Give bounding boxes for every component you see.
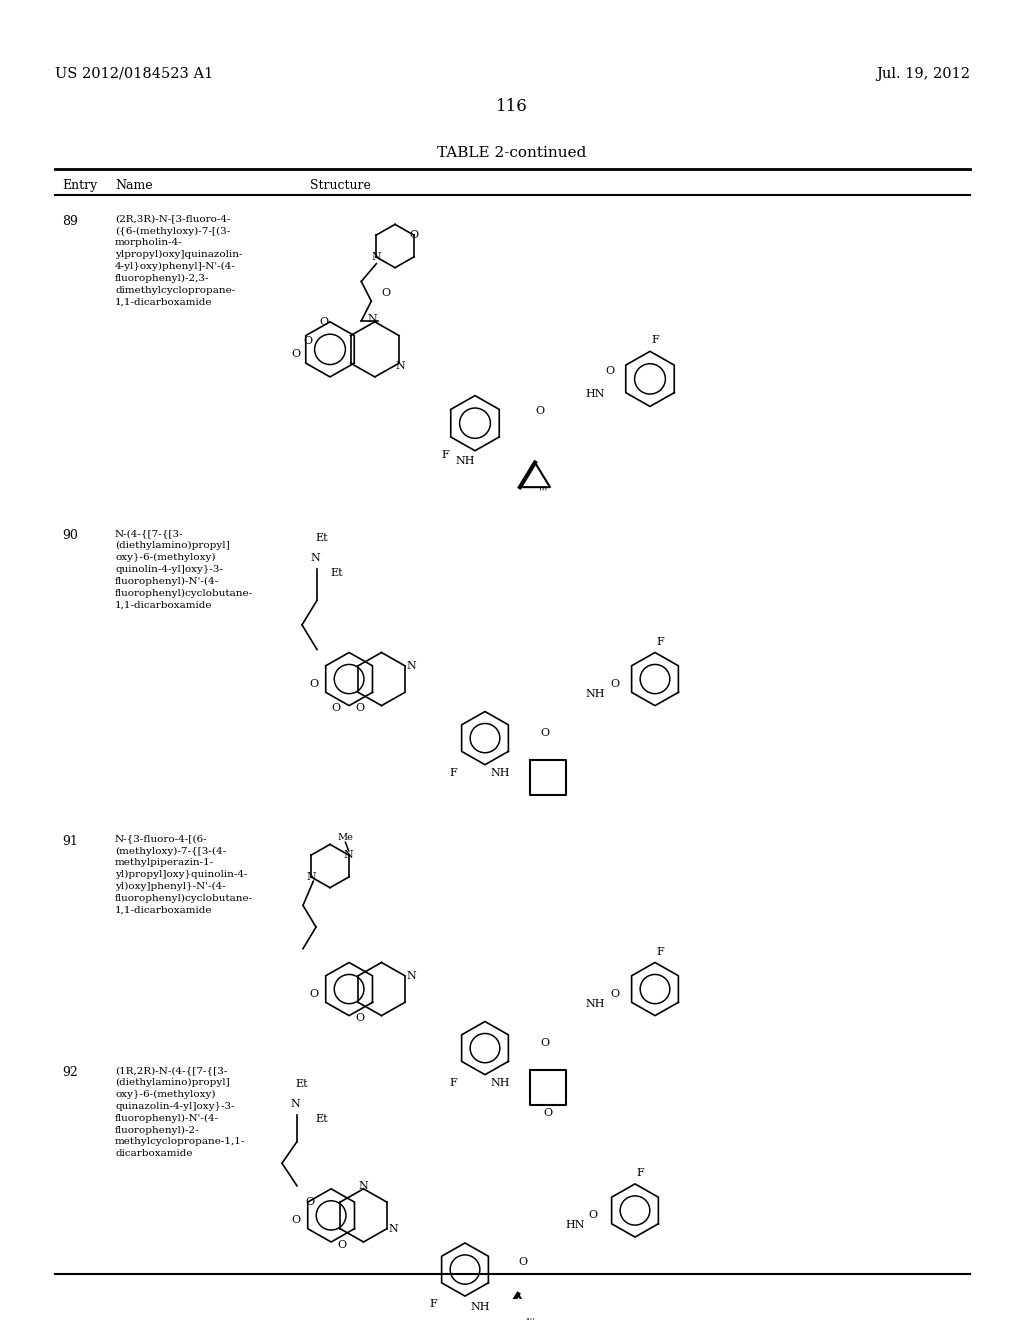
Text: Me: Me — [338, 833, 353, 842]
Text: Jul. 19, 2012: Jul. 19, 2012 — [876, 67, 970, 81]
Text: N: N — [407, 970, 416, 981]
Text: Et: Et — [330, 568, 343, 578]
Text: NH: NH — [470, 1302, 489, 1312]
Text: 116: 116 — [496, 99, 528, 115]
Text: (2R,3R)-N-[3-fluoro-4-
({6-(methyloxy)-7-[(3-
morpholin-4-
ylpropyl)oxy]quinazol: (2R,3R)-N-[3-fluoro-4- ({6-(methyloxy)-7… — [115, 215, 243, 306]
Text: O: O — [541, 729, 550, 738]
Text: N: N — [310, 553, 319, 562]
Text: NH: NH — [490, 1077, 510, 1088]
Text: N: N — [358, 1181, 369, 1191]
Text: Et: Et — [315, 1114, 328, 1123]
Text: 92: 92 — [62, 1065, 78, 1078]
Text: O: O — [410, 230, 418, 240]
Text: O: O — [605, 366, 614, 376]
Text: F: F — [450, 1077, 457, 1088]
Text: TABLE 2-continued: TABLE 2-continued — [437, 145, 587, 160]
Text: N: N — [368, 314, 377, 323]
Text: NH: NH — [490, 767, 510, 777]
Text: N: N — [290, 1100, 300, 1109]
Text: N: N — [344, 850, 353, 861]
Text: Entry: Entry — [62, 180, 97, 193]
Text: N: N — [388, 1224, 398, 1234]
Text: O: O — [319, 317, 329, 327]
Text: O: O — [303, 337, 312, 346]
Text: O: O — [589, 1210, 598, 1221]
Text: O: O — [355, 1014, 365, 1023]
Text: O: O — [331, 704, 340, 713]
Text: O: O — [381, 288, 390, 298]
Text: ''': ''' — [539, 487, 547, 496]
Text: N: N — [407, 661, 416, 671]
Text: NH: NH — [586, 999, 605, 1008]
Text: US 2012/0184523 A1: US 2012/0184523 A1 — [55, 67, 213, 81]
Text: 91: 91 — [62, 834, 78, 847]
Text: O: O — [541, 1039, 550, 1048]
Text: O: O — [305, 1197, 314, 1206]
Text: F: F — [429, 1299, 437, 1309]
Text: O: O — [292, 350, 301, 359]
Text: Structure: Structure — [310, 180, 371, 193]
Text: F: F — [441, 450, 449, 459]
Text: O: O — [309, 989, 318, 999]
Text: '''': '''' — [525, 1317, 535, 1320]
Text: N-(4-{[7-{[3-
(diethylamino)propyl]
oxy}-6-(methyloxy)
quinolin-4-yl]oxy}-3-
flu: N-(4-{[7-{[3- (diethylamino)propyl] oxy}… — [115, 529, 253, 610]
Text: O: O — [337, 1239, 346, 1250]
Text: N: N — [395, 360, 404, 371]
Text: NH: NH — [586, 689, 605, 698]
Text: 89: 89 — [62, 215, 78, 227]
Text: F: F — [656, 946, 664, 957]
Text: 90: 90 — [62, 529, 78, 543]
Text: F: F — [450, 767, 457, 777]
Text: O: O — [355, 704, 365, 713]
Text: Et: Et — [295, 1080, 307, 1089]
Text: Et: Et — [315, 533, 328, 544]
Text: O: O — [518, 1257, 527, 1267]
Text: N: N — [306, 873, 316, 882]
Text: HN: HN — [586, 388, 605, 399]
Text: F: F — [656, 636, 664, 647]
Text: F: F — [651, 334, 658, 345]
Text: HN: HN — [565, 1220, 585, 1230]
Text: O: O — [610, 989, 620, 999]
Text: O: O — [309, 678, 318, 689]
Text: (1R,2R)-N-(4-{[7-{[3-
(diethylamino)propyl]
oxy}-6-(methyloxy)
quinazolin-4-yl]o: (1R,2R)-N-(4-{[7-{[3- (diethylamino)prop… — [115, 1065, 246, 1158]
Text: N-{3-fluoro-4-[(6-
(methyloxy)-7-{[3-(4-
methylpiperazin-1-
yl)propyl]oxy}quinol: N-{3-fluoro-4-[(6- (methyloxy)-7-{[3-(4-… — [115, 834, 253, 915]
Text: N: N — [372, 252, 381, 261]
Text: F: F — [636, 1168, 644, 1177]
Text: NH: NH — [456, 455, 475, 466]
Text: O: O — [536, 407, 545, 416]
Text: O: O — [544, 1107, 553, 1118]
Text: O: O — [292, 1216, 301, 1225]
Text: Name: Name — [115, 180, 153, 193]
Text: O: O — [610, 678, 620, 689]
